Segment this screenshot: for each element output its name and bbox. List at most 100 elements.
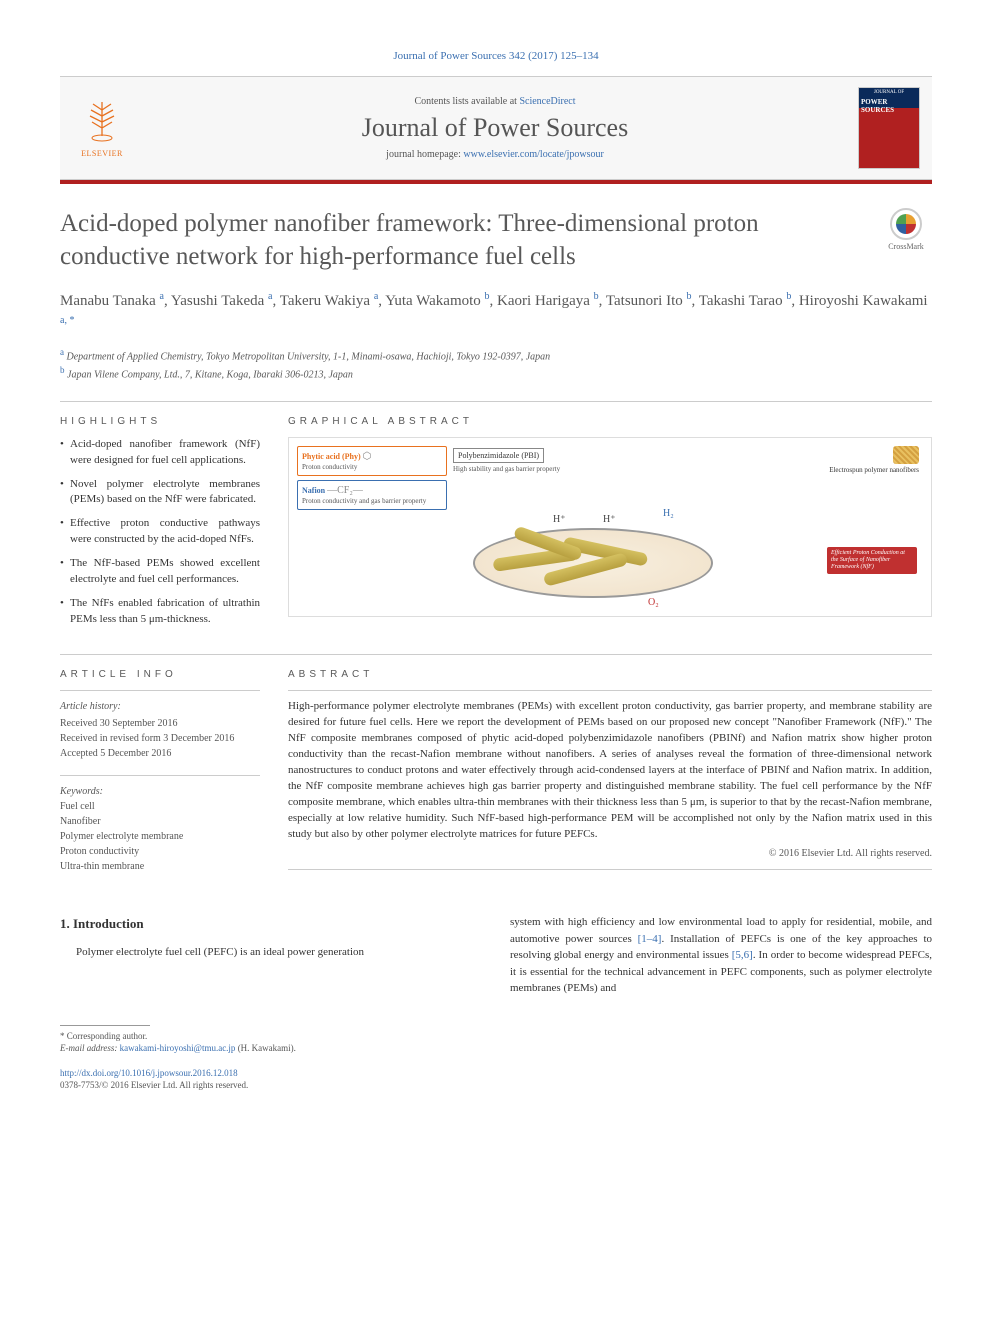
body-col-left: 1. Introduction Polymer electrolyte fuel… [60,914,482,997]
email-label: E-mail address: [60,1043,120,1053]
homepage-prefix: journal homepage: [386,149,463,160]
email-line: E-mail address: kawakami-hiroyoshi@tmu.a… [60,1042,932,1055]
cover-journal-line: JOURNAL OF [874,90,904,96]
h2-label: H₂ [663,508,674,519]
molecule-icon: —CF₂— [327,485,363,496]
history-label: Article history: [60,699,260,714]
highlight-item: Novel polymer electrolyte membranes (PEM… [60,477,260,509]
article-title: Acid-doped polymer nanofiber framework: … [60,208,864,273]
rule-abs-top [288,690,932,691]
crossmark-icon [890,208,922,240]
ga-nafion-label: Nafion [302,486,325,495]
keyword-item: Proton conductivity [60,844,260,859]
homepage-link[interactable]: www.elsevier.com/locate/jpowsour [463,149,603,160]
journal-title: Journal of Power Sources [148,113,842,143]
keyword-item: Fuel cell [60,799,260,814]
keyword-item: Ultra-thin membrane [60,859,260,874]
crossmark-label: CrossMark [888,242,924,251]
ga-phytic-label: Phytic acid (Phy) [302,452,361,461]
rule-info-top [60,690,260,691]
title-row: Acid-doped polymer nanofiber framework: … [60,208,932,289]
citation-ref[interactable]: [5,6] [732,949,753,961]
abstract-col: ABSTRACT High-performance polymer electr… [288,655,932,874]
highlights-label: HIGHLIGHTS [60,416,260,427]
introduction-section: 1. Introduction Polymer electrolyte fuel… [60,914,932,997]
o2-label: O₂ [648,597,659,608]
info-abstract-row: ARTICLE INFO Article history: Received 3… [60,655,932,874]
affiliations: a Department of Applied Chemistry, Tokyo… [60,346,932,383]
article-history: Article history: Received 30 September 2… [60,699,260,761]
ga-nafion-box: Nafion —CF₂— Proton conductivity and gas… [297,480,447,510]
ga-membrane-diagram: H⁺ H⁺ H₂ O₂ Efficient Proton Conduction … [453,508,923,608]
graphical-abstract-col: GRAPHICAL ABSTRACT Phytic acid (Phy) ⬡ P… [288,402,932,636]
highlight-item: Acid-doped nanofiber framework (NfF) wer… [60,437,260,469]
highlights-col: HIGHLIGHTS Acid-doped nanofiber framewor… [60,402,260,636]
section-title: Introduction [73,916,144,931]
affiliation-line: b Japan Vilene Company, Ltd., 7, Kitane,… [60,364,932,382]
accepted-date: Accepted 5 December 2016 [60,746,260,761]
contents-prefix: Contents lists available at [414,96,519,107]
footer-bottom: http://dx.doi.org/10.1016/j.jpowsour.201… [60,1067,932,1092]
body-columns: 1. Introduction Polymer electrolyte fuel… [60,914,932,997]
keywords-block: Keywords: Fuel cellNanofiberPolymer elec… [60,775,260,874]
molecule-icon: ⬡ [363,451,372,462]
h-plus-label: H⁺ [553,514,566,525]
ga-pbi-label: Polybenzimidazole (PBI) [453,448,544,463]
article-page: Journal of Power Sources 342 (2017) 125–… [0,0,992,1132]
issn-line: 0378-7753/© 2016 Elsevier Ltd. All right… [60,1079,932,1092]
abstract-label: ABSTRACT [288,669,932,680]
keywords-list: Fuel cellNanofiberPolymer electrolyte me… [60,799,260,874]
graphical-abstract-figure: Phytic acid (Phy) ⬡ Proton conductivity … [288,437,932,617]
graphical-abstract-label: GRAPHICAL ABSTRACT [288,416,932,427]
ga-callout: Efficient Proton Conduction at the Surfa… [827,547,917,574]
article-info-col: ARTICLE INFO Article history: Received 3… [60,655,260,874]
article-info-label: ARTICLE INFO [60,669,260,680]
footer-block: * Corresponding author. E-mail address: … [60,1025,932,1092]
highlights-graphical-row: HIGHLIGHTS Acid-doped nanofiber framewor… [60,402,932,636]
section-number: 1. [60,916,70,931]
crossmark-badge[interactable]: CrossMark [880,208,932,251]
h-plus-label: H⁺ [603,514,616,525]
keywords-label: Keywords: [60,784,260,799]
copyright-line: © 2016 Elsevier Ltd. All rights reserved… [288,848,932,859]
elsevier-name: ELSEVIER [81,149,123,158]
journal-cover-thumb: JOURNAL OF POWER SOURCES [858,87,920,169]
affiliation-line: a Department of Applied Chemistry, Tokyo… [60,346,932,364]
elsevier-tree-icon [83,98,121,149]
ga-electrospun-label: Electrospun polymer nanofibers [829,466,919,474]
email-link[interactable]: kawakami-hiroyoshi@tmu.ac.jp [120,1043,236,1053]
received-date: Received 30 September 2016 [60,716,260,731]
homepage-line: journal homepage: www.elsevier.com/locat… [148,149,842,160]
highlight-item: Effective proton conductive pathways wer… [60,516,260,548]
highlight-item: The NfF-based PEMs showed excellent elec… [60,556,260,588]
doi-link[interactable]: http://dx.doi.org/10.1016/j.jpowsour.201… [60,1068,238,1078]
highlights-list: Acid-doped nanofiber framework (NfF) wer… [60,437,260,628]
ga-nafion-sub: Proton conductivity and gas barrier prop… [302,497,442,505]
cover-title: POWER SOURCES [861,98,917,114]
abstract-text: High-performance polymer electrolyte mem… [288,699,932,842]
sciencedirect-link[interactable]: ScienceDirect [519,96,575,107]
rule-kw [60,775,260,776]
contents-line: Contents lists available at ScienceDirec… [148,96,842,107]
citation-line: Journal of Power Sources 342 (2017) 125–… [60,50,932,62]
citation-ref[interactable]: [1–4] [638,933,662,945]
ga-phytic-sub: Proton conductivity [302,463,442,471]
fiber-icon [893,446,919,464]
email-suffix: (H. Kawakami). [235,1043,295,1053]
keyword-item: Nanofiber [60,814,260,829]
body-para-1: Polymer electrolyte fuel cell (PEFC) is … [60,944,482,961]
highlight-item: The NfFs enabled fabrication of ultrathi… [60,596,260,628]
ga-left-boxes: Phytic acid (Phy) ⬡ Proton conductivity … [297,446,447,608]
section-heading: 1. Introduction [60,914,482,934]
body-para-2: system with high efficiency and low envi… [510,914,932,997]
keyword-item: Polymer electrolyte membrane [60,829,260,844]
body-col-right: system with high efficiency and low envi… [510,914,932,997]
red-divider [60,180,932,184]
ga-right-diagram: Polybenzimidazole (PBI) High stability a… [453,446,923,608]
authors-list: Manabu Tanaka a, Yasushi Takeda a, Taker… [60,289,932,336]
elsevier-logo: ELSEVIER [72,93,132,163]
ga-phytic-box: Phytic acid (Phy) ⬡ Proton conductivity [297,446,447,476]
ga-electrospun: Electrospun polymer nanofibers [829,446,919,474]
masthead-center: Contents lists available at ScienceDirec… [148,96,842,160]
footer-rule [60,1025,150,1026]
